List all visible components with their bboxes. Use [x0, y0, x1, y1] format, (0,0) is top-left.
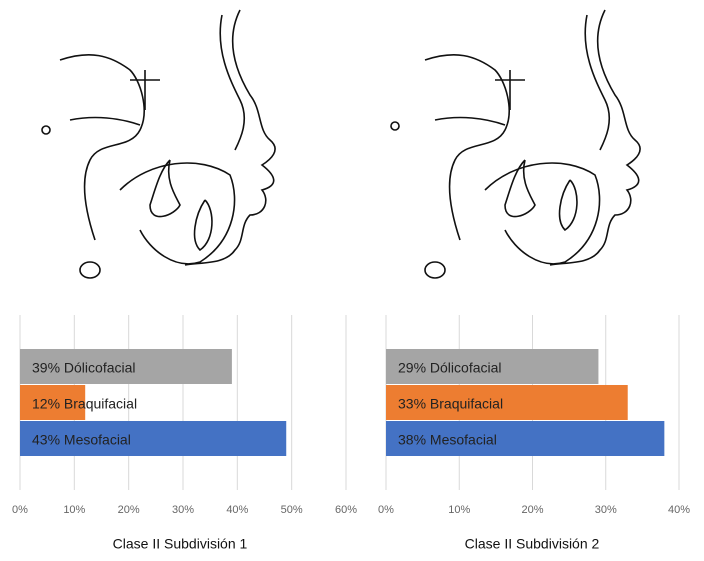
bar-label: 12% Braquifacial	[32, 396, 137, 412]
x-tick-label: 20%	[118, 504, 140, 516]
x-tick-label: 0%	[378, 504, 394, 516]
bar-label: 43% Mesofacial	[32, 432, 131, 448]
x-tick-label: 0%	[12, 504, 28, 516]
cephalometric-tracing	[42, 10, 275, 278]
x-tick-label: 30%	[172, 504, 194, 516]
x-tick-label: 20%	[521, 504, 543, 516]
chart-title: Clase II Subdivisión 1	[113, 536, 248, 552]
x-tick-label: 40%	[226, 504, 248, 516]
x-tick-label: 60%	[335, 504, 357, 516]
x-tick-label: 40%	[668, 504, 690, 516]
chart-title: Clase II Subdivisión 2	[465, 536, 600, 552]
bar-label: 39% Dólicofacial	[32, 360, 136, 376]
bar-label: 29% Dólicofacial	[398, 360, 502, 376]
x-tick-label: 10%	[63, 504, 85, 516]
x-tick-label: 30%	[595, 504, 617, 516]
bar-label: 33% Braquifacial	[398, 396, 503, 412]
cephalometric-tracing	[391, 10, 640, 278]
bar-label: 38% Mesofacial	[398, 432, 497, 448]
x-tick-label: 10%	[448, 504, 470, 516]
figure: 0% 10% 20% 30% 40% 50% 60% 39% Dólicofacial 12% …	[0, 0, 704, 556]
x-tick-label: 50%	[281, 504, 303, 516]
